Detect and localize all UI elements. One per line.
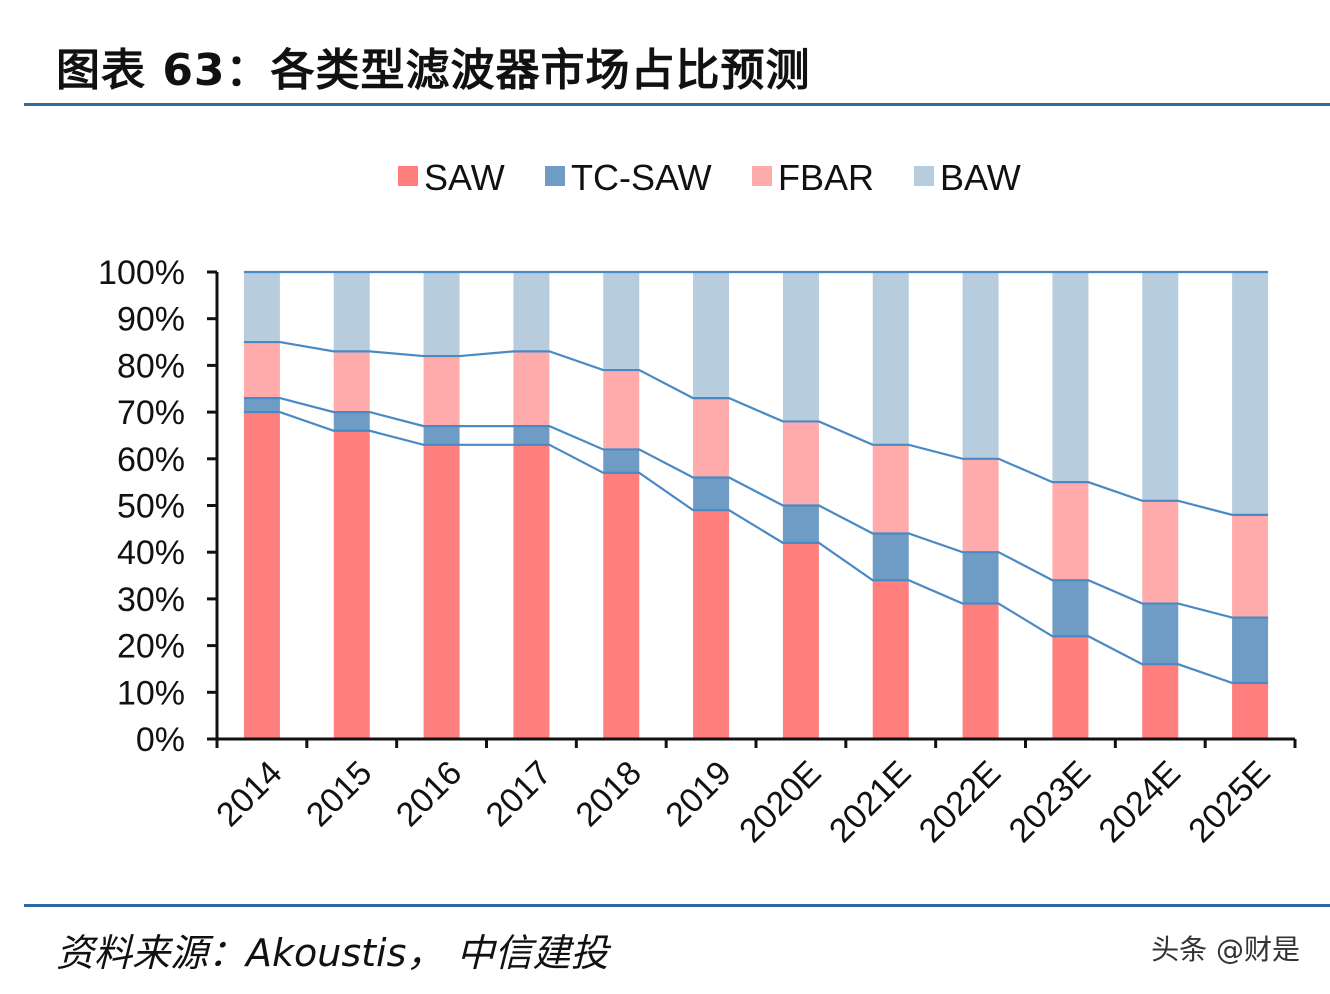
x-tick-label: 2021E <box>822 754 918 850</box>
bar-tc-saw-2017 <box>513 426 550 445</box>
x-tick-label: 2014 <box>209 754 289 834</box>
stacked-bar-chart: SAW TC-SAW FBAR BAW 0% 10% 20% 30% 40% 50% 60% 70%… <box>98 157 1297 850</box>
legend-swatch <box>545 166 565 186</box>
bar-baw-2014 <box>243 272 280 343</box>
connector-tc-saw <box>243 396 1269 619</box>
bar-saw-2025e <box>1232 682 1269 739</box>
watermark: 头条 @财是 <box>1151 933 1300 966</box>
x-tick-label: 2017 <box>479 754 559 834</box>
bar-baw-2025e <box>1232 272 1269 515</box>
connector-saw <box>243 411 1269 685</box>
bar-saw-2019 <box>693 510 730 739</box>
bar-saw-2014 <box>243 412 280 739</box>
bar-fbar-2017 <box>513 351 550 427</box>
x-tick-label: 2018 <box>569 754 649 834</box>
bar-baw-2016 <box>423 272 460 357</box>
y-tick-label: 30% <box>117 581 185 619</box>
bar-fbar-2022e <box>962 458 999 553</box>
x-axis: 2014 2015 2016 2017 2018 20192020E2021E2022E2… <box>209 737 1297 850</box>
bar-fbar-2020e <box>782 421 819 506</box>
legend-swatch <box>914 166 934 186</box>
legend-label: BAW <box>940 157 1021 198</box>
bar-tc-saw-2016 <box>423 426 460 445</box>
legend-swatch <box>752 166 772 186</box>
bar-baw-2023e <box>1052 272 1089 483</box>
y-tick-label: 100% <box>98 254 185 292</box>
bar-tc-saw-2023e <box>1052 580 1089 637</box>
y-tick-label: 40% <box>117 534 185 572</box>
bar-tc-saw-2022e <box>962 552 999 604</box>
x-tick-label: 2024E <box>1092 754 1188 850</box>
bar-tc-saw-2020e <box>782 505 819 543</box>
bar-baw-2021e <box>872 272 909 445</box>
header-divider <box>24 103 1330 106</box>
y-axis: 0% 10% 20% 30% 40% 50% 60% 70% 80% 90% 100% <box>98 254 219 759</box>
bar-fbar-2025e <box>1232 514 1269 618</box>
connector-fbar <box>243 340 1269 516</box>
bar-saw-2015 <box>333 430 370 739</box>
bar-saw-2016 <box>423 444 460 739</box>
bar-fbar-2023e <box>1052 482 1089 581</box>
y-tick-label: 80% <box>117 347 185 385</box>
x-tick-label: 2016 <box>389 754 469 834</box>
bar-fbar-2014 <box>243 342 280 399</box>
bar-saw-2021e <box>872 580 909 739</box>
bar-tc-saw-2018 <box>603 449 640 473</box>
bar-fbar-2021e <box>872 444 909 534</box>
bar-baw-2017 <box>513 272 550 352</box>
bar-saw-2020e <box>782 542 819 739</box>
y-tick-label: 20% <box>117 628 185 666</box>
y-tick-label: 60% <box>117 441 185 479</box>
bar-tc-saw-2024e <box>1142 603 1179 665</box>
y-tick-label: 10% <box>117 674 185 712</box>
bar-tc-saw-2015 <box>333 412 370 431</box>
legend-item-fbar: FBAR <box>752 157 874 198</box>
y-tick-label: 70% <box>117 394 185 432</box>
bar-baw-2020e <box>782 272 819 422</box>
bar-fbar-2015 <box>333 351 370 413</box>
x-tick-label: 2015 <box>299 754 379 834</box>
bar-tc-saw-2019 <box>693 477 730 511</box>
legend-item-baw: BAW <box>914 157 1021 198</box>
legend: SAW TC-SAW FBAR BAW <box>398 157 1021 198</box>
bar-saw-2018 <box>603 472 640 739</box>
x-tick-label: 2019 <box>658 754 738 834</box>
legend-label: TC-SAW <box>571 157 712 198</box>
bar-fbar-2016 <box>423 356 460 427</box>
x-tick-label: 2022E <box>912 754 1008 850</box>
connector-lines <box>243 270 1269 685</box>
bar-saw-2024e <box>1142 664 1179 739</box>
y-tick-label: 90% <box>117 301 185 339</box>
x-tick-label: 2025E <box>1181 754 1277 850</box>
x-tick-label: 2020E <box>732 754 828 850</box>
bar-fbar-2024e <box>1142 500 1179 604</box>
legend-label: FBAR <box>778 157 874 198</box>
bar-baw-2024e <box>1142 272 1179 501</box>
x-tick-label: 2023E <box>1002 754 1098 850</box>
legend-swatch <box>398 166 418 186</box>
bar-saw-2022e <box>962 603 999 739</box>
bar-tc-saw-2025e <box>1232 617 1269 683</box>
bar-saw-2023e <box>1052 636 1089 739</box>
bar-fbar-2018 <box>603 370 640 450</box>
page-title: 图表 63：各类型滤波器市场占比预测 <box>56 45 811 96</box>
bar-saw-2017 <box>513 444 550 739</box>
bar-tc-saw-2014 <box>243 398 280 413</box>
legend-item-tc-saw: TC-SAW <box>545 157 712 198</box>
legend-item-saw: SAW <box>398 157 505 198</box>
y-tick-label: 50% <box>117 488 185 526</box>
y-tick-label: 0% <box>136 721 185 759</box>
footer-divider <box>24 904 1330 907</box>
legend-label: SAW <box>424 157 505 198</box>
source-note: 资料来源：Akoustis， 中信建投 <box>56 931 609 975</box>
bar-fbar-2019 <box>693 398 730 478</box>
bar-baw-2019 <box>693 272 730 399</box>
bar-baw-2015 <box>333 272 370 352</box>
bar-baw-2018 <box>603 272 640 371</box>
bar-tc-saw-2021e <box>872 533 909 581</box>
bar-baw-2022e <box>962 272 999 459</box>
bars <box>243 272 1269 739</box>
